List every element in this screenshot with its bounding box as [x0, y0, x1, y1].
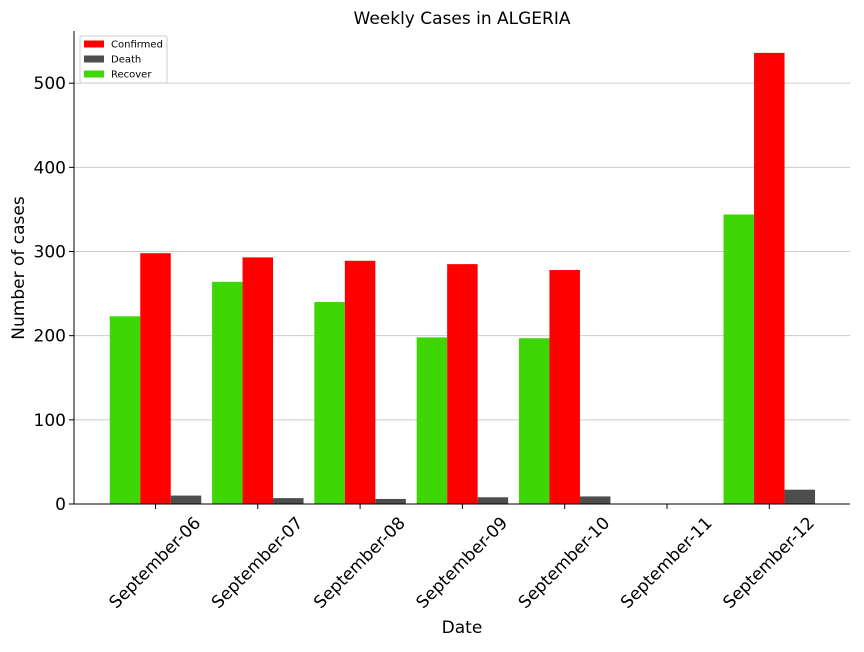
- legend: Confirmed Death Recover: [79, 35, 168, 84]
- bar-confirmed-4: [447, 264, 478, 504]
- y-tick-label-5: 500: [34, 74, 66, 94]
- bar-confirmed-3: [344, 260, 376, 504]
- x-tick-label-4: September-09: [412, 513, 511, 612]
- bar-death-4: [477, 497, 509, 504]
- bar-recover-7: [723, 214, 755, 504]
- bar-recover-3: [314, 302, 345, 504]
- y-tick-label-2: 200: [34, 327, 66, 347]
- gridlines: [74, 82, 850, 421]
- y-axis-label: Number of cases: [9, 196, 29, 340]
- x-tick-label-1: September-06: [106, 513, 205, 612]
- legend-label-confirmed: Confirmed: [111, 40, 163, 51]
- y-tick-label-3: 300: [34, 243, 66, 263]
- bar-recover-2: [212, 281, 243, 504]
- bar-recover-1: [109, 316, 141, 504]
- legend-swatch-death: [84, 55, 104, 63]
- bars: [109, 52, 816, 504]
- y-tick-label-1: 100: [34, 411, 66, 431]
- bar-death-5: [579, 496, 611, 504]
- x-tick-label-3: September-08: [310, 513, 409, 612]
- x-axis-label: Date: [442, 618, 483, 638]
- legend-label-recover: Recover: [111, 70, 152, 81]
- x-tick-label-7: September-12: [719, 513, 818, 612]
- y-ticks: 0 100 200 300 400 500: [34, 74, 74, 515]
- bar-death-2: [273, 498, 304, 504]
- x-tick-label-2: September-07: [208, 513, 307, 612]
- bar-death-3: [375, 498, 406, 504]
- bar-recover-5: [518, 338, 550, 504]
- bar-death-1: [170, 495, 202, 504]
- legend-swatch-confirmed: [84, 40, 104, 48]
- chart-title: Weekly Cases in ALGERIA: [354, 9, 571, 29]
- bar-recover-4: [416, 337, 448, 504]
- bar-confirmed-5: [549, 270, 580, 504]
- y-tick-label-4: 400: [34, 158, 66, 178]
- y-tick-label-0: 0: [55, 495, 66, 515]
- x-tick-label-5: September-10: [515, 513, 614, 612]
- x-ticks: September-06 September-07 September-08 Sept…: [106, 504, 819, 613]
- bar-confirmed-2: [242, 257, 274, 504]
- bar-confirmed-1: [140, 253, 171, 504]
- bar-confirmed-7: [754, 52, 785, 504]
- legend-swatch-recover: [84, 70, 104, 78]
- x-tick-label-6: September-11: [617, 513, 716, 612]
- legend-label-death: Death: [111, 55, 141, 66]
- bar-death-7: [784, 489, 816, 504]
